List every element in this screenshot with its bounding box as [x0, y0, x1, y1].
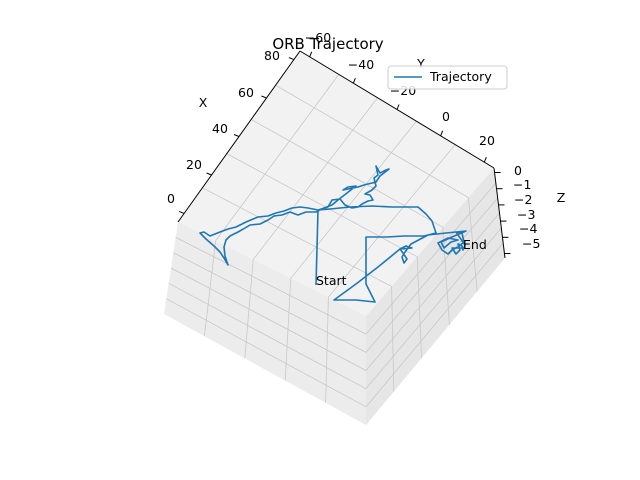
y-tick-label: 0 — [442, 109, 450, 124]
x-tick-label: 40 — [212, 121, 228, 136]
y-tick-label: 20 — [479, 133, 495, 148]
wall-grid-line — [365, 197, 498, 353]
y-tick-mark — [483, 156, 487, 163]
legend: Trajectory — [387, 65, 508, 90]
legend-entry: Trajectory — [429, 69, 492, 84]
x-tick-label: 80 — [264, 48, 280, 63]
z-tick-label: −3 — [517, 207, 535, 222]
wall-grid-line — [173, 252, 367, 353]
grid-lines — [166, 74, 504, 408]
end-annotation: End — [463, 237, 487, 252]
wall-grid-line — [365, 212, 500, 371]
right-wall-pane — [366, 168, 505, 425]
floor-pane — [178, 51, 494, 316]
z-axis-label: Z — [557, 190, 566, 205]
x-tick-mark — [206, 172, 212, 176]
x-tick-mark — [288, 57, 295, 61]
wall-grid-line — [168, 282, 367, 390]
y-tick-mark — [396, 104, 400, 110]
start-annotation: Start — [316, 273, 347, 288]
y-tick-label: −40 — [348, 57, 374, 72]
z-tick-label: −4 — [519, 221, 537, 236]
y-tick-label: −60 — [305, 30, 331, 45]
z-tick-label: −1 — [513, 177, 531, 192]
floor-grid-line — [252, 97, 378, 260]
x-tick-label: 0 — [167, 191, 175, 206]
floor-grid-line — [251, 119, 443, 228]
z-tick-label: 0 — [514, 163, 522, 178]
floor-grid-line — [290, 120, 417, 279]
x-tick-label: 20 — [186, 157, 202, 172]
y-tick-mark — [309, 51, 313, 58]
legend-box — [387, 65, 508, 90]
x-tick-mark — [261, 95, 267, 99]
y-axis-label: Y — [416, 56, 425, 71]
wall-grid-line — [365, 227, 502, 389]
wall-grid-line — [365, 182, 497, 335]
wall-grid-line — [365, 242, 504, 408]
z-axis-line — [493, 167, 506, 259]
x-tick-mark — [178, 210, 185, 214]
floor-grid-line — [202, 187, 392, 287]
x-tick-mark — [233, 134, 240, 137]
y-tick-mark — [352, 77, 356, 84]
floor-grid-line — [226, 153, 418, 258]
z-tick-label: −2 — [514, 192, 532, 207]
x-axis-label: X — [199, 95, 208, 110]
y-tick-mark — [440, 130, 444, 137]
z-tick-labels: 0 −1 −2 −3 −4 −5 — [513, 163, 540, 251]
floor-grid-line — [275, 84, 469, 198]
left-wall-pane — [164, 222, 366, 425]
axes-lines — [177, 50, 511, 259]
trajectory-line — [199, 165, 467, 303]
x-tick-label: 60 — [238, 85, 254, 100]
wall-grid-line — [170, 267, 367, 371]
chart-title: ORB Trajectory — [272, 35, 383, 53]
wall-grid-line — [175, 236, 367, 335]
floor-grid-line — [215, 74, 340, 242]
z-tick-label: −5 — [522, 236, 540, 251]
floor-grid-line — [328, 144, 456, 298]
x-tick-labels: 0 20 40 60 80 — [167, 48, 280, 206]
wall-grid-line — [166, 298, 367, 408]
